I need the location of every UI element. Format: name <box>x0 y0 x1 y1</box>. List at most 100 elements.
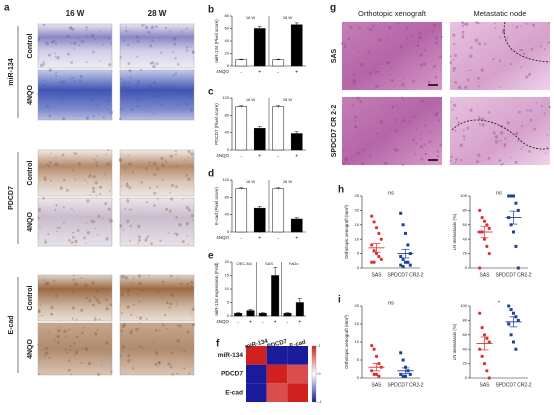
texture <box>60 325 62 328</box>
bar <box>272 188 285 233</box>
texture <box>47 233 50 236</box>
texture <box>539 45 542 48</box>
texture <box>518 110 521 114</box>
texture <box>119 355 122 357</box>
y-tick-label: 80 <box>463 207 468 212</box>
texture <box>129 239 131 242</box>
texture <box>501 162 504 166</box>
column-header: 28 W <box>148 9 167 18</box>
texture <box>54 294 58 298</box>
point <box>485 336 489 340</box>
texture <box>46 281 50 285</box>
texture <box>420 99 424 103</box>
texture <box>120 185 122 188</box>
colorbar <box>311 345 317 403</box>
texture <box>100 364 103 366</box>
texture <box>530 47 534 51</box>
texture <box>547 21 550 24</box>
texture <box>70 373 73 376</box>
texture <box>186 49 189 52</box>
texture <box>181 240 185 244</box>
texture <box>433 24 437 27</box>
texture <box>108 63 112 67</box>
texture <box>138 327 140 329</box>
texture <box>75 352 78 354</box>
point <box>404 231 407 235</box>
y-tick-label: 25 <box>355 193 360 198</box>
texture <box>38 309 41 312</box>
texture <box>120 312 123 315</box>
texture <box>451 101 453 103</box>
texture <box>72 274 75 277</box>
texture <box>44 176 47 179</box>
texture <box>494 135 499 139</box>
texture <box>70 42 73 45</box>
texture <box>110 161 112 163</box>
texture <box>147 235 150 238</box>
x-axis-label: 4NQO <box>216 153 229 158</box>
texture <box>136 224 141 229</box>
group-label: FaDu <box>289 261 299 266</box>
texture <box>159 239 162 242</box>
texture <box>427 80 431 84</box>
x-tick-label: - <box>237 319 239 325</box>
texture <box>85 116 90 120</box>
row-label: Control <box>27 34 34 59</box>
point <box>399 263 403 267</box>
texture <box>54 52 57 55</box>
texture <box>104 173 107 176</box>
texture <box>56 230 58 232</box>
texture <box>187 156 189 159</box>
texture <box>175 165 178 168</box>
x-tick-label: + <box>298 319 301 325</box>
texture <box>137 40 140 43</box>
texture <box>172 51 174 54</box>
point <box>399 254 403 258</box>
texture <box>188 372 191 375</box>
x-tick-label: + <box>295 235 298 241</box>
texture <box>72 290 75 294</box>
texture <box>148 84 153 88</box>
texture <box>185 46 189 49</box>
texture <box>435 41 439 45</box>
texture <box>94 227 96 230</box>
texture <box>423 143 426 146</box>
texture <box>153 112 155 115</box>
texture <box>401 96 403 98</box>
texture <box>358 131 360 134</box>
texture <box>48 356 51 359</box>
texture <box>127 62 131 65</box>
texture <box>170 275 173 278</box>
texture <box>452 58 455 61</box>
texture <box>144 238 148 242</box>
texture <box>128 69 132 73</box>
texture <box>172 74 176 77</box>
point <box>374 354 379 358</box>
texture <box>137 238 141 242</box>
texture <box>139 68 143 72</box>
micrograph <box>450 97 550 165</box>
texture <box>150 242 153 245</box>
texture <box>180 282 183 285</box>
texture <box>357 50 360 53</box>
bar <box>235 59 248 67</box>
texture <box>520 25 522 28</box>
texture <box>85 296 89 300</box>
texture <box>176 324 179 327</box>
texture <box>177 62 180 66</box>
texture <box>135 35 139 39</box>
texture <box>477 50 479 52</box>
texture <box>37 310 41 314</box>
texture <box>137 99 141 102</box>
texture <box>514 131 519 136</box>
texture <box>179 283 182 285</box>
row-label: 4NQO <box>27 85 34 105</box>
texture <box>148 111 151 113</box>
texture <box>59 80 63 84</box>
texture <box>48 165 50 168</box>
texture <box>360 162 365 166</box>
point <box>370 260 374 264</box>
heatmap-cell <box>266 383 288 402</box>
y-tick-label: 20 <box>463 251 468 256</box>
texture <box>498 36 501 39</box>
